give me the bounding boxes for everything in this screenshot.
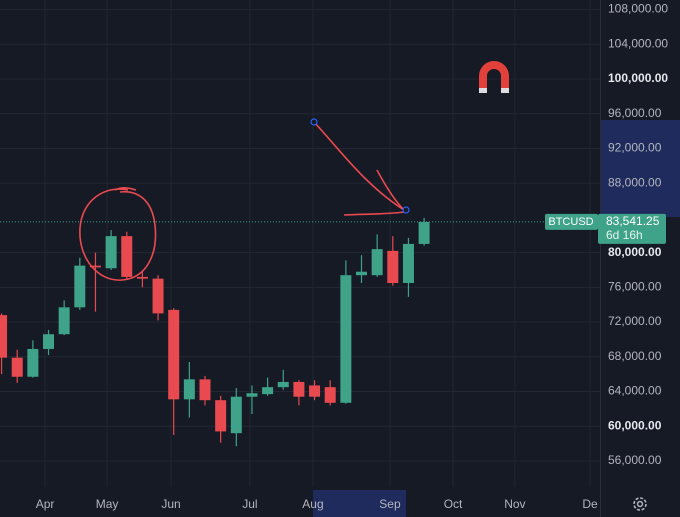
y-tick-label: 60,000.00 [608,418,662,432]
candle-body [277,381,289,388]
countdown-label: 6d 16h [606,228,643,242]
x-tick-label: May [96,497,119,511]
candle-body [74,265,86,308]
y-tick-label: 108,000.00 [608,2,668,16]
y-tick-label: 64,000.00 [608,384,662,398]
candle-body [230,396,242,434]
candle-body [0,315,8,358]
candle-body [168,309,180,400]
y-tick-label: 92,000.00 [608,141,662,155]
candle-body [356,271,368,276]
anchor-point[interactable] [310,118,318,126]
candle-body [402,243,414,283]
y-tick-label: 80,000.00 [608,245,662,259]
price-badge [598,213,666,244]
symbol-badge [545,213,598,230]
candle-body [89,265,101,268]
arrow-annotation [313,121,405,211]
candle-body [262,387,274,395]
candle-body [152,278,164,314]
candle-body [199,379,211,401]
candle-body [58,307,70,335]
last-price-label: 83,541.25 [606,214,660,228]
candle-body [105,236,117,269]
candle-body [27,348,39,377]
y-tick-label: 68,000.00 [608,349,662,363]
axis-highlight [313,490,406,517]
candle-body [309,385,321,397]
candle-body [215,400,227,432]
y-tick-label: 56,000.00 [608,453,662,467]
candle-body [324,387,336,403]
axis-border [600,0,601,517]
y-tick-label: 104,000.00 [608,36,668,50]
arrow-head [343,169,405,216]
x-tick-label: De [582,497,598,511]
candles [0,217,430,447]
candle-body [418,221,430,244]
grid [0,0,600,487]
x-tick-label: Sep [379,497,401,511]
x-tick-label: Oct [444,497,463,511]
candle-body [340,275,352,403]
axis-highlight [600,120,680,217]
x-tick-label: Apr [36,497,55,511]
y-tick-label: 96,000.00 [608,106,662,120]
x-tick-label: Jun [161,497,180,511]
x-tick-label: Jul [242,497,257,511]
candle-body [371,249,383,276]
candle-body [43,334,55,349]
y-tick-label: 88,000.00 [608,175,662,189]
candle-body [11,357,23,377]
magnet-icon[interactable] [479,61,509,93]
price-axis: 56,000.00 60,000.00 64,000.00 68,000.00 72,0… [36,0,668,517]
candle-body [293,381,305,397]
candle-body [121,236,133,277]
y-tick-label: 76,000.00 [608,280,662,294]
candle-body [246,393,258,397]
x-tick-label: Nov [504,497,525,511]
circle-annotation [79,186,157,281]
anchor-point[interactable] [402,206,410,214]
candle-body [183,379,195,400]
x-tick-label: Aug [302,497,323,511]
settings-button[interactable] [633,497,647,511]
candle-body [387,250,399,283]
symbol-label: BTCUSD [548,216,593,228]
y-tick-label: 100,000.00 [608,71,668,85]
y-tick-label: 72,000.00 [608,314,662,328]
candle-body [136,276,148,279]
